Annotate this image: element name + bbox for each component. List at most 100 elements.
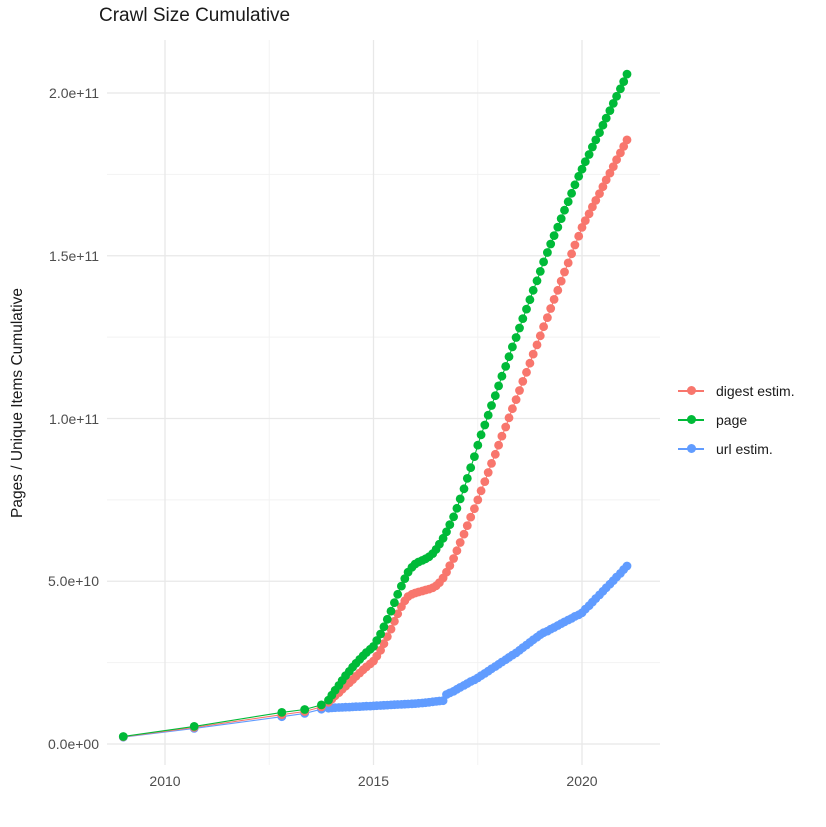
data-point (483, 468, 493, 477)
data-point (497, 371, 507, 381)
data-point (470, 504, 479, 514)
data-point (445, 561, 455, 570)
data-point (608, 99, 618, 108)
data-point (570, 180, 580, 190)
x-tick-label: 2020 (566, 773, 598, 789)
data-point (390, 598, 399, 608)
data-point (522, 304, 531, 314)
legend-label: page (716, 411, 748, 428)
data-point (553, 222, 563, 232)
data-point (598, 120, 608, 130)
series-line-url-estim- (123, 565, 628, 738)
data-point (379, 639, 389, 649)
data-point (438, 533, 448, 543)
legend-item-url-estim: url estim. (678, 434, 795, 463)
data-point (595, 189, 604, 199)
data-point (317, 700, 326, 710)
data-point (515, 323, 524, 333)
data-point (616, 148, 625, 158)
data-point (480, 477, 490, 486)
data-point (577, 164, 587, 174)
data-point (546, 239, 556, 249)
data-point (470, 452, 479, 461)
data-point (591, 196, 601, 205)
legend-label: digest estim. (716, 382, 795, 399)
data-point (535, 267, 545, 276)
data-point (588, 202, 597, 212)
data-point (372, 636, 382, 645)
data-point (612, 91, 621, 101)
data-point (508, 404, 517, 414)
legend-key-point-icon (678, 413, 704, 427)
data-point (473, 440, 483, 450)
data-point (480, 420, 490, 430)
data-point (386, 624, 396, 634)
data-point (560, 205, 569, 215)
data-point (382, 632, 392, 641)
data-point (622, 69, 632, 79)
data-point (605, 168, 615, 178)
data-point (452, 546, 462, 556)
data-point (490, 391, 500, 401)
data-point (476, 430, 486, 440)
y-tick-label: 1.5e+11 (49, 247, 99, 264)
minor-gridlines (107, 40, 660, 765)
data-point (553, 285, 563, 295)
data-point (563, 258, 573, 268)
data-point (442, 567, 451, 577)
data-point (400, 574, 410, 583)
data-point (379, 622, 389, 632)
data-point (476, 486, 486, 496)
data-point (567, 249, 576, 259)
data-point (501, 362, 511, 371)
data-point (300, 705, 310, 714)
data-point (619, 142, 629, 151)
data-point (560, 267, 569, 277)
data-point (584, 209, 594, 219)
data-point (455, 538, 465, 547)
chart-title: Crawl Size Cumulative (99, 5, 291, 26)
data-point (393, 609, 403, 619)
data-point (376, 645, 385, 655)
legend-key-point-icon (678, 384, 704, 398)
data-point (449, 512, 458, 522)
data-point (549, 231, 559, 241)
data-point (518, 377, 528, 386)
data-point (580, 157, 590, 167)
legend-item-digest-estim: digest estim. (678, 376, 795, 405)
data-point (580, 216, 590, 226)
data-point (525, 358, 535, 368)
data-point (539, 257, 548, 267)
data-point (455, 494, 465, 504)
data-point (494, 381, 503, 391)
data-point (442, 527, 451, 537)
data-point (567, 188, 576, 198)
data-point (118, 732, 128, 741)
y-axis-title: Pages / Unique Items Cumulative (9, 287, 26, 519)
data-point (508, 342, 517, 352)
y-tick-label: 2.0e+11 (49, 85, 99, 101)
data-point (619, 77, 629, 86)
data-point (487, 459, 496, 468)
data-point (549, 295, 559, 304)
series-points-page (118, 69, 632, 741)
data-point (473, 495, 483, 505)
data-point (584, 150, 594, 159)
data-point (601, 113, 611, 123)
data-point (563, 197, 573, 207)
data-point (393, 589, 403, 599)
data-point (386, 606, 396, 616)
data-point (462, 521, 472, 530)
data-point (504, 352, 514, 362)
data-point (612, 155, 621, 165)
major-gridlines (107, 40, 660, 765)
data-point (543, 248, 552, 257)
data-point (515, 386, 524, 395)
y-tick-label: 1.0e+11 (49, 410, 99, 427)
legend: digest estim. page url estim. (678, 376, 795, 463)
legend-item-page: page (678, 405, 795, 434)
data-point (539, 322, 548, 332)
data-point (490, 449, 500, 459)
